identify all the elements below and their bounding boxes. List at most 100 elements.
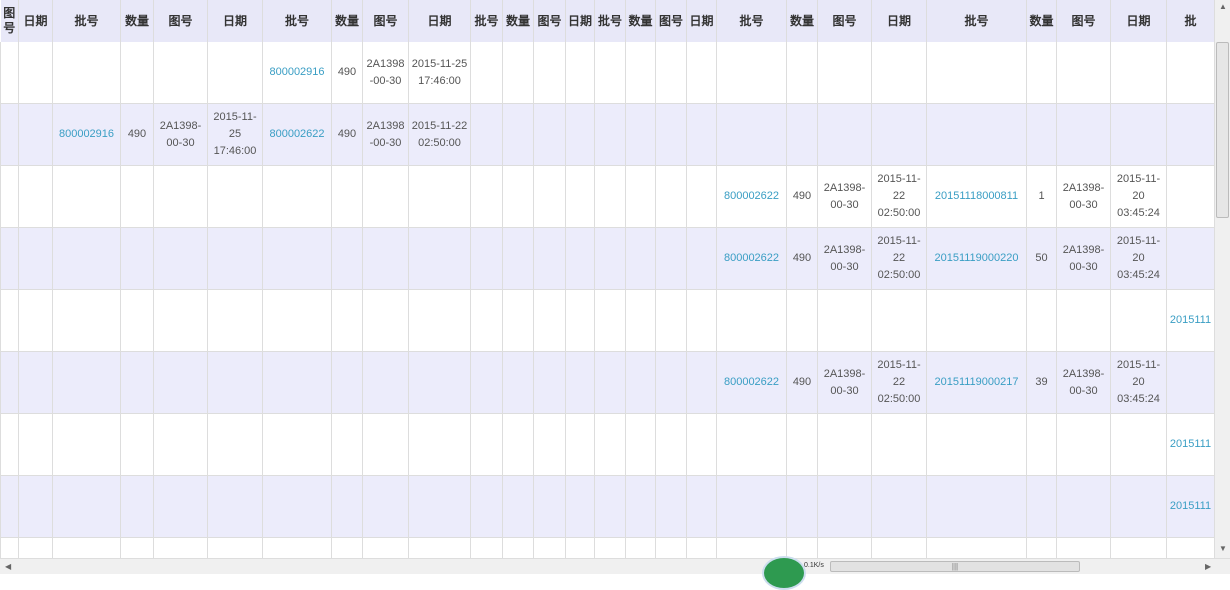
batch-link	[594, 227, 626, 290]
table-cell	[408, 413, 471, 476]
table-cell	[871, 475, 927, 538]
batch-link	[470, 103, 503, 166]
column-header[interactable]: 日期	[1110, 0, 1167, 42]
table-cell: 2A1398-00-30	[817, 165, 872, 228]
table-cell	[502, 475, 534, 538]
table-cell	[533, 42, 566, 104]
column-header[interactable]: 图号	[1056, 0, 1111, 42]
table-cell	[207, 537, 263, 558]
table-cell: 2015-11-22 02:50:00	[871, 227, 927, 290]
column-header[interactable]: 批号	[52, 0, 121, 42]
column-header[interactable]: 数量	[786, 0, 818, 42]
column-header[interactable]: 批号	[470, 0, 503, 42]
table-cell	[18, 413, 53, 476]
batch-link	[470, 537, 503, 558]
table-cell	[331, 227, 363, 290]
batch-link[interactable]: 800002622	[716, 227, 787, 290]
batch-link[interactable]: 800002622	[716, 351, 787, 414]
scroll-down-icon[interactable]: ▼	[1219, 544, 1227, 553]
column-header[interactable]: 日期	[408, 0, 471, 42]
table-cell	[0, 103, 19, 166]
table-cell	[502, 42, 534, 104]
network-monitor-icon[interactable]	[762, 556, 806, 590]
column-header[interactable]: 日期	[207, 0, 263, 42]
column-header[interactable]: 批号	[926, 0, 1027, 42]
table-cell	[565, 289, 595, 352]
table-cell	[565, 103, 595, 166]
horizontal-scroll-thumb[interactable]: |||	[830, 561, 1080, 572]
batch-link[interactable]: 2015111	[1166, 289, 1214, 352]
scroll-right-icon[interactable]: ▶	[1205, 562, 1212, 571]
batch-link[interactable]: 800002916	[52, 103, 121, 166]
table-cell	[331, 289, 363, 352]
column-header[interactable]: 日期	[18, 0, 53, 42]
batch-link	[926, 475, 1027, 538]
scroll-left-icon[interactable]: ◀	[5, 562, 12, 571]
column-header[interactable]: 数量	[120, 0, 154, 42]
batch-link[interactable]: 20151119000220	[926, 227, 1027, 290]
column-header[interactable]: 图号	[817, 0, 872, 42]
column-header[interactable]: 日期	[871, 0, 927, 42]
horizontal-scrollbar[interactable]: ◀ ||| ▶	[0, 558, 1230, 574]
table-cell	[120, 351, 154, 414]
table-cell	[655, 537, 687, 558]
table-cell	[120, 413, 154, 476]
scroll-up-icon[interactable]: ▲	[1219, 2, 1227, 11]
column-header[interactable]: 图号	[0, 0, 19, 42]
table-cell	[502, 165, 534, 228]
column-header[interactable]: 数量	[331, 0, 363, 42]
table-cell	[18, 537, 53, 558]
column-header[interactable]: 日期	[686, 0, 717, 42]
batch-link	[470, 413, 503, 476]
column-header[interactable]: 图号	[362, 0, 409, 42]
table-cell	[362, 227, 409, 290]
column-header[interactable]: 批	[1166, 0, 1214, 42]
batch-link[interactable]: 800002622	[262, 103, 332, 166]
batch-link[interactable]: 2015111	[1166, 475, 1214, 538]
table-cell	[625, 475, 656, 538]
batch-link[interactable]: 2015111	[1166, 413, 1214, 476]
batch-link	[1166, 227, 1214, 290]
batch-link	[52, 413, 121, 476]
column-header[interactable]: 图号	[153, 0, 208, 42]
table-cell	[207, 351, 263, 414]
batch-link[interactable]: 20151118000811	[926, 165, 1027, 228]
table-row: 800002622 490 2A1398-00-30 2015-11-22 02:50…	[0, 351, 1214, 414]
column-header[interactable]: 批号	[716, 0, 787, 42]
table-cell	[207, 289, 263, 352]
table-cell	[786, 475, 818, 538]
batch-link[interactable]: 800002916	[262, 42, 332, 104]
column-header[interactable]: 数量	[502, 0, 534, 42]
column-header[interactable]: 图号	[655, 0, 687, 42]
table-cell: 2A1398-00-30	[817, 227, 872, 290]
batch-link[interactable]: 20151119000217	[926, 351, 1027, 414]
column-header[interactable]: 批号	[262, 0, 332, 42]
table-cell	[565, 537, 595, 558]
table-cell: 2A1398-00-30	[362, 103, 409, 166]
table-cell	[0, 227, 19, 290]
table-cell: 39	[1026, 351, 1057, 414]
table-cell	[502, 289, 534, 352]
table-cell	[408, 475, 471, 538]
table-cell	[331, 413, 363, 476]
column-header[interactable]: 批号	[594, 0, 626, 42]
table-cell	[362, 351, 409, 414]
batch-link[interactable]: 800002622	[716, 165, 787, 228]
table-cell	[0, 42, 19, 104]
column-header[interactable]: 图号	[533, 0, 566, 42]
table-cell: 490	[786, 165, 818, 228]
table-cell	[1056, 475, 1111, 538]
table-cell: 2A1398-00-30	[153, 103, 208, 166]
vertical-scrollbar[interactable]: ▲ ▼	[1214, 0, 1230, 558]
table-cell	[502, 227, 534, 290]
table-cell	[362, 537, 409, 558]
column-header[interactable]: 数量	[1026, 0, 1057, 42]
table-cell	[625, 42, 656, 104]
batch-link	[470, 351, 503, 414]
column-header[interactable]: 数量	[625, 0, 656, 42]
table-cell	[686, 413, 717, 476]
table-cell	[120, 42, 154, 104]
vertical-scroll-thumb[interactable]	[1216, 42, 1229, 218]
column-header[interactable]: 日期	[565, 0, 595, 42]
table-cell	[331, 165, 363, 228]
